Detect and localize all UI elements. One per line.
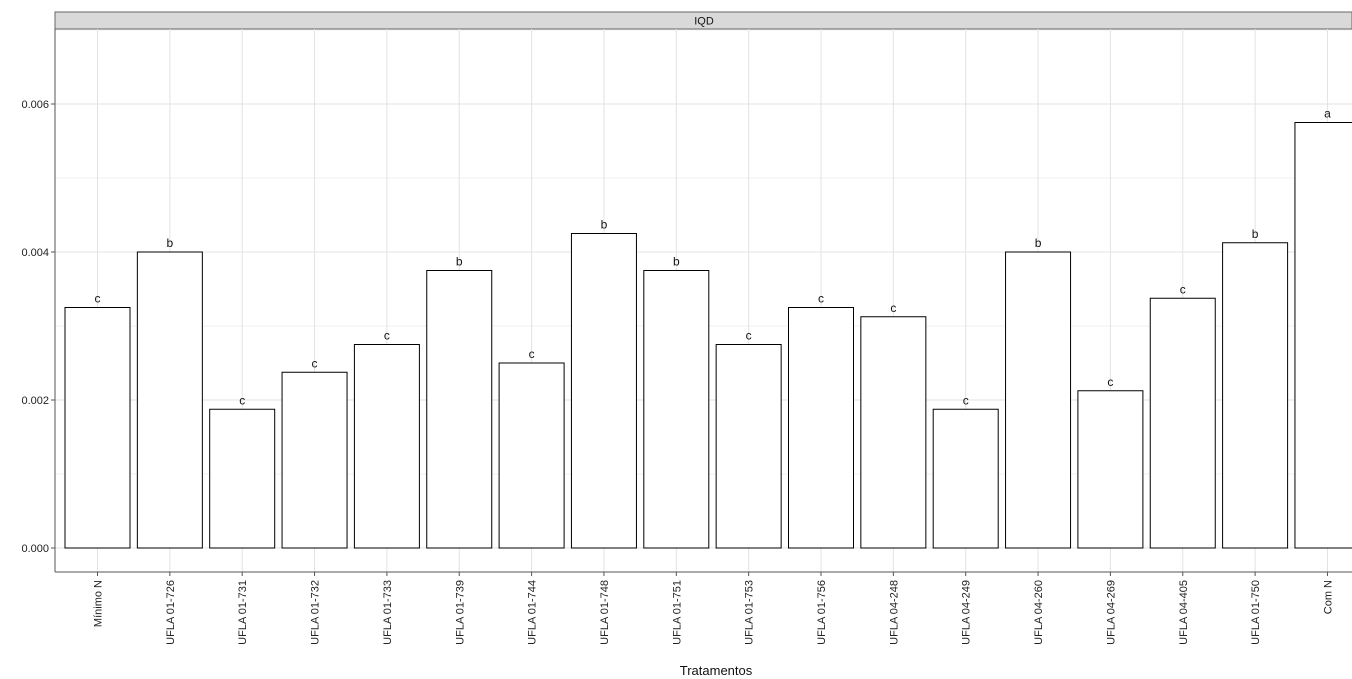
x-axis-ticks: Mínimo N UFLA 01-726 UFLA 01-731 UFLA 01-73…	[93, 572, 1334, 645]
bar	[1005, 251, 1072, 549]
bar	[643, 270, 710, 549]
bar	[570, 233, 637, 549]
bar	[281, 371, 348, 549]
bar	[209, 408, 276, 549]
significance-letters: c b c c c b c b b c c c c b c c b a	[95, 107, 1332, 408]
significance-letter: c	[890, 301, 896, 315]
significance-letter: b	[1035, 236, 1042, 250]
bar	[426, 270, 493, 549]
x-tick-label: UFLA 01-744	[527, 580, 539, 645]
y-tick-label: 0.006	[21, 99, 49, 111]
y-tick-label: 0.004	[21, 247, 49, 259]
x-tick-label: UFLA 01-753	[744, 580, 756, 645]
x-tick-label: UFLA 01-739	[454, 580, 466, 645]
x-tick-label: UFLA 01-756	[816, 580, 828, 645]
x-tick-label: UFLA 01-751	[671, 580, 683, 645]
y-axis-ticks: 0.000 0.002 0.004 0.006	[21, 99, 55, 555]
x-tick-label: UFLA 01-731	[237, 580, 249, 645]
significance-letter: a	[1324, 107, 1331, 121]
panel-strip-background	[54, 11, 1352, 30]
panel-title: IQD	[694, 16, 714, 28]
significance-letter: b	[1252, 227, 1259, 241]
significance-letter: b	[673, 255, 680, 269]
x-tick-label: UFLA 01-748	[599, 580, 611, 645]
bar	[1149, 297, 1216, 549]
significance-letter: c	[384, 329, 390, 343]
significance-letter: c	[312, 356, 318, 370]
bar	[788, 307, 854, 549]
y-tick-label: 0.000	[21, 543, 49, 555]
x-tick-label: UFLA 01-750	[1250, 580, 1262, 645]
x-axis-title: Tratamentos	[680, 663, 753, 678]
bar	[353, 344, 420, 549]
x-tick-label: UFLA 04-269	[1105, 580, 1117, 645]
significance-letter: b	[167, 236, 174, 250]
bar	[715, 344, 782, 549]
significance-letter: c	[239, 393, 245, 407]
x-tick-label: UFLA 04-405	[1178, 580, 1190, 645]
x-tick-label: UFLA 01-732	[310, 580, 322, 645]
significance-letter: c	[1180, 282, 1186, 296]
x-tick-label: UFLA 04-248	[888, 580, 900, 645]
x-tick-label: UFLA 04-260	[1033, 580, 1045, 645]
bars	[64, 122, 1352, 549]
bar	[1294, 122, 1352, 549]
panel-strip: IQD	[54, 11, 1352, 30]
bar	[64, 307, 131, 549]
significance-letter: c	[746, 329, 752, 343]
bar	[136, 251, 203, 549]
bar	[932, 408, 999, 549]
x-tick-label: UFLA 01-733	[382, 580, 394, 645]
significance-letter: c	[818, 292, 824, 306]
significance-letter: c	[95, 292, 101, 306]
x-tick-label: Mínimo N	[93, 580, 105, 627]
x-tick-label: Com N	[1322, 580, 1334, 614]
y-tick-label: 0.002	[21, 395, 49, 407]
bar	[1077, 390, 1144, 549]
significance-letter: c	[963, 393, 969, 407]
bar	[498, 362, 565, 549]
significance-letter: b	[601, 218, 608, 232]
bar	[860, 316, 927, 549]
x-tick-label: UFLA 01-726	[165, 580, 177, 645]
significance-letter: b	[456, 255, 463, 269]
significance-letter: c	[529, 347, 535, 361]
bar	[1222, 242, 1289, 549]
significance-letter: c	[1107, 375, 1113, 389]
x-tick-label: UFLA 04-249	[961, 580, 973, 645]
